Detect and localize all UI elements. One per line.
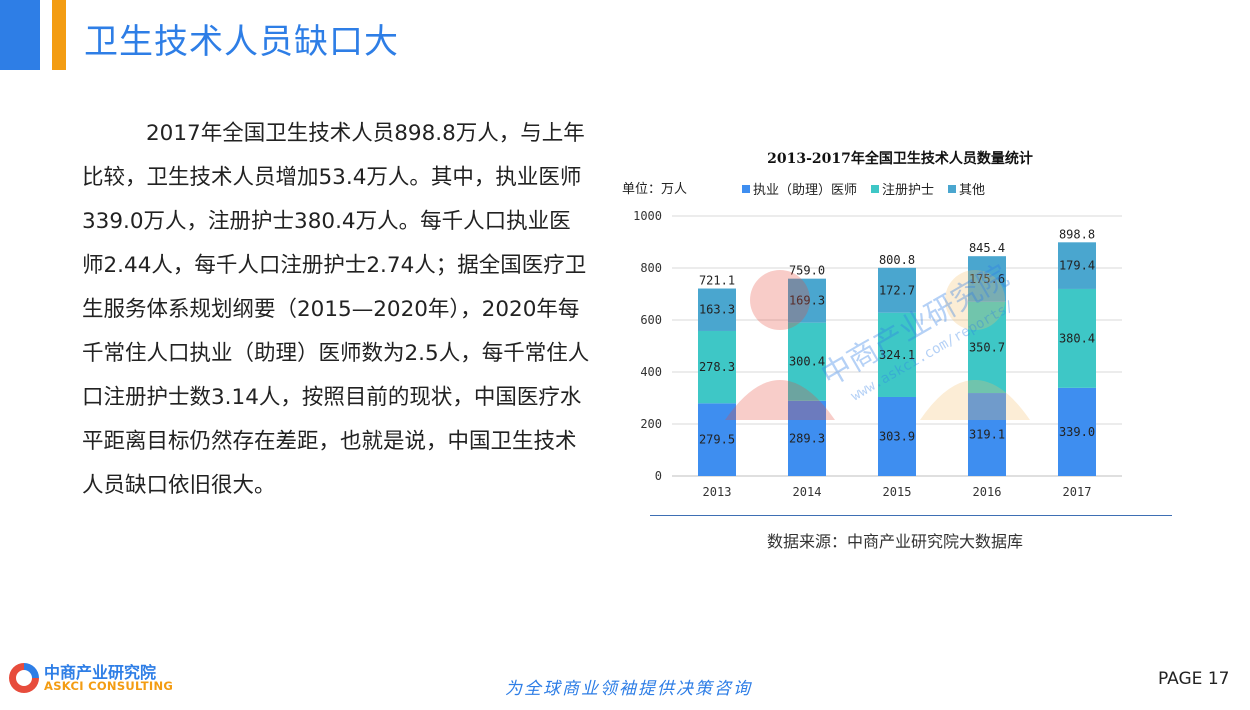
chart-unit-label: 单位：万人 [622,182,688,197]
bar-segment [968,256,1006,302]
data-label: 163.3 [699,303,735,317]
bar-segment [878,312,916,397]
bar-segment [878,396,916,476]
bar-segment [788,322,826,401]
data-label: 350.7 [969,340,1005,354]
chart-title: 2013-2017年全国卫生技术人员数量统计 [767,151,1033,167]
total-label: 845.4 [969,241,1005,255]
bar-segment [698,330,736,404]
legend-swatch-nurses [871,184,880,193]
stacked-bar-chart: 0 200 400 600 800 1000 279.5 278.3 163.3 721.1 201… [633,209,1122,499]
bar-segment [968,393,1006,476]
data-label: 279.5 [699,433,735,447]
data-label: 380.4 [1059,331,1095,345]
bar-segment [1058,288,1096,388]
data-label: 324.1 [879,348,915,362]
legend-label-others: 其他 [959,183,986,198]
bar-segment [1058,387,1096,476]
legend-label-doctors: 执业（助理）医师 [753,183,858,198]
x-tick-label: 2017 [1063,485,1092,499]
legend-swatch-doctors [742,184,750,193]
chart-container: 2013-2017年全国卫生技术人员数量统计 单位：万人 执业（助理）医师 注册… [600,140,1200,520]
body-paragraph: 2017年全国卫生技术人员898.8万人，与上年比较，卫生技术人员增加53.4万… [82,121,590,498]
bar-segment [878,267,916,313]
logo-text-cn: 中商产业研究院 [44,663,157,682]
legend-item-doctors: 执业（助理）医师 [742,179,857,198]
data-label: 339.0 [1059,425,1095,439]
data-label: 319.1 [969,428,1005,442]
y-tick-label: 0 [655,469,662,483]
legend-label-nurses: 注册护士 [882,183,935,198]
data-source: 数据来源：中商产业研究院大数据库 [767,532,1024,551]
data-label: 278.3 [699,360,735,374]
y-tick-label: 1000 [633,209,662,223]
header-accent-blue [0,0,40,70]
legend-item-others: 其他 [948,179,985,198]
page-title: 卫生技术人员缺口大 [84,22,399,62]
header-accent-orange [52,0,66,70]
page-number: PAGE 17 [1158,669,1230,689]
data-label: 303.9 [879,429,915,443]
bar-segment [788,278,826,323]
data-label: 172.7 [879,283,915,297]
data-label: 179.4 [1059,259,1095,273]
data-label: 300.4 [789,355,825,369]
total-label: 800.8 [879,253,915,267]
x-tick-label: 2015 [883,485,912,499]
y-tick-label: 200 [640,417,662,431]
x-tick-label: 2014 [793,485,822,499]
bar-segment [788,400,826,476]
bar-segment [1058,242,1096,289]
x-tick-label: 2016 [973,485,1002,499]
legend-swatch-others [948,184,957,193]
y-tick-label: 600 [640,313,662,327]
data-label: 289.3 [789,431,825,445]
x-tick-label: 2013 [703,485,732,499]
bar-segment [698,288,736,331]
chart-legend: 执业（助理）医师 注册护士 其他 [742,179,985,198]
source-divider [650,515,1172,516]
data-label: 169.3 [789,294,825,308]
total-label: 898.8 [1059,227,1095,241]
total-label: 759.0 [789,264,825,278]
y-tick-label: 800 [640,261,662,275]
y-tick-label: 400 [640,365,662,379]
total-label: 721.1 [699,274,735,288]
askci-logo-icon [9,663,39,693]
bar-segment [698,403,736,476]
logo-text-en: ASKCI CONSULTING [44,679,174,693]
footer-slogan: 为全球商业领袖提供决策咨询 [505,679,752,699]
data-label: 175.6 [969,272,1005,286]
bar-segment [968,301,1006,394]
legend-item-nurses: 注册护士 [871,179,934,198]
